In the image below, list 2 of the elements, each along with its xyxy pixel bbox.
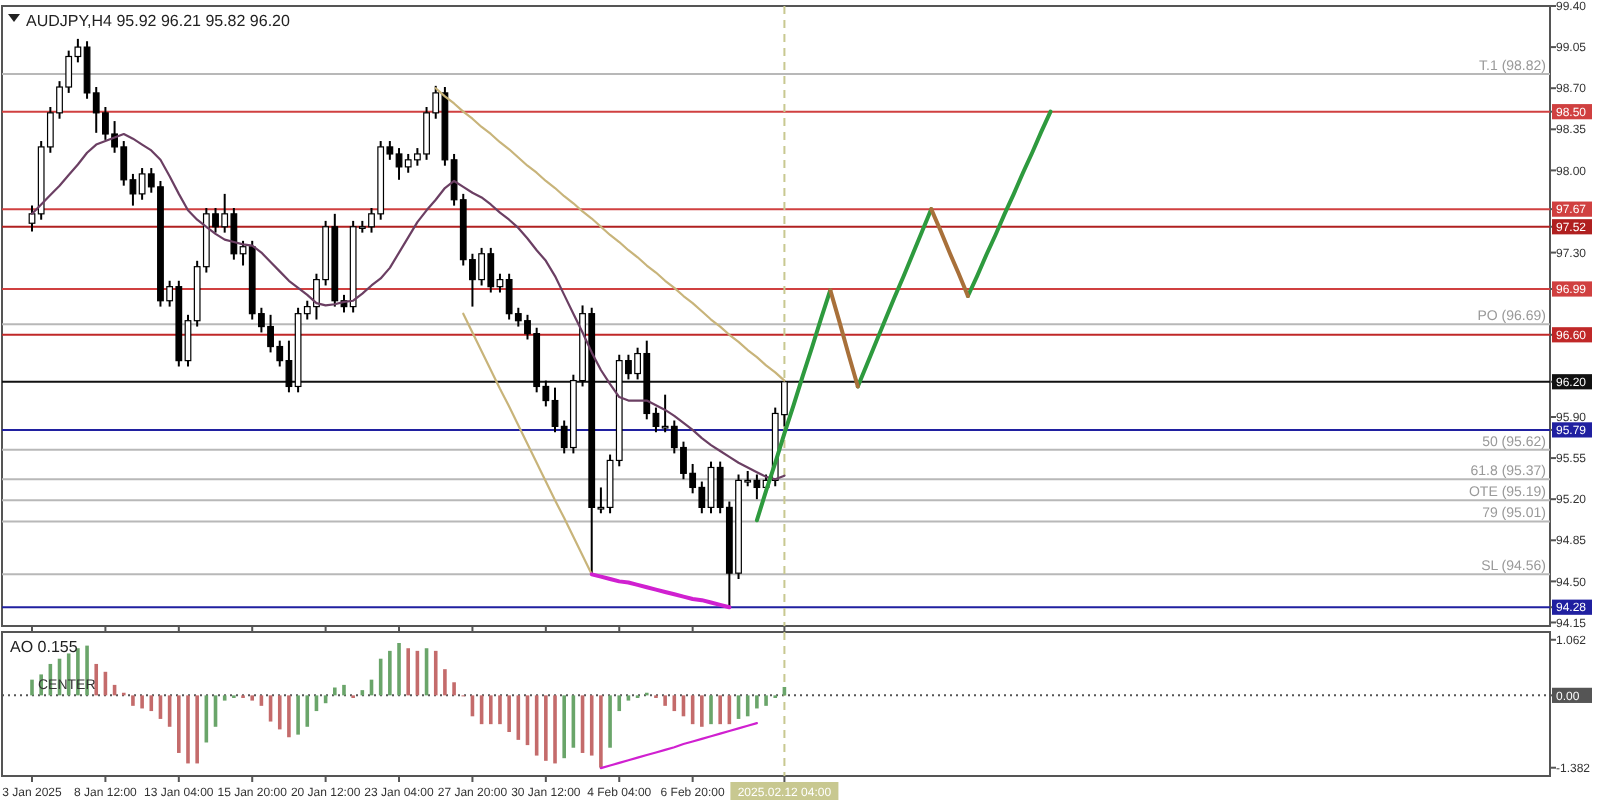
chart-title: AO 0.155 — [10, 638, 79, 656]
chart-title: AUDJPY,H4 95.92 96.21 95.82 96.20 — [26, 12, 291, 30]
